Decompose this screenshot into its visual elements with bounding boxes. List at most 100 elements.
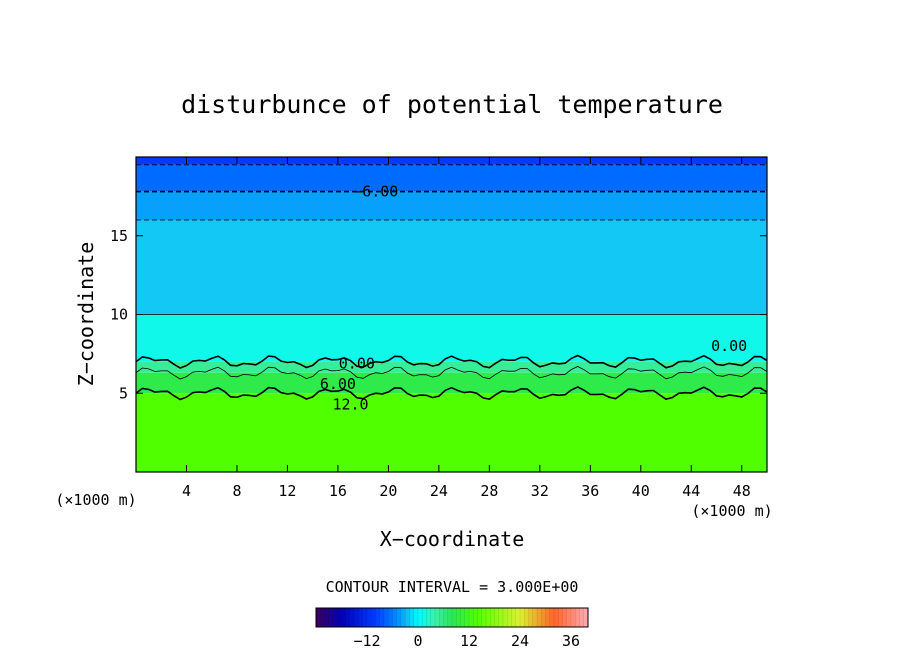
contour-label: −6.00 bbox=[353, 183, 398, 201]
x-tick-label: 36 bbox=[581, 482, 599, 500]
x-axis-label: X−coordinate bbox=[380, 527, 525, 551]
colorbar-segment bbox=[562, 607, 568, 628]
colorbar-segment bbox=[532, 607, 538, 628]
value-band bbox=[136, 393, 767, 472]
colorbar-segment bbox=[443, 607, 449, 628]
value-band bbox=[136, 164, 767, 192]
colorbar-segment bbox=[558, 607, 564, 628]
colorbar-segment bbox=[328, 607, 334, 628]
colorbar-segment bbox=[502, 607, 508, 628]
colorbar-tick-label: 0 bbox=[413, 632, 422, 650]
colorbar-segment bbox=[481, 607, 487, 628]
y-tick-label: 5 bbox=[119, 384, 128, 402]
y-tick-label: 10 bbox=[110, 306, 128, 324]
colorbar-segment bbox=[545, 607, 551, 628]
colorbar-segment bbox=[485, 607, 491, 628]
x-tick-label: 16 bbox=[329, 482, 347, 500]
value-band bbox=[136, 191, 767, 220]
colorbar-segment bbox=[426, 607, 432, 628]
colorbar-segment bbox=[456, 607, 462, 628]
y-axis-label: Z−coordinate bbox=[74, 242, 98, 387]
colorbar-segment bbox=[345, 607, 351, 628]
colorbar-ticks: −12 0 12 24 36 bbox=[353, 632, 580, 650]
colorbar-segment bbox=[417, 607, 423, 628]
colorbar-segment bbox=[400, 607, 406, 628]
colorbar-segment bbox=[570, 607, 576, 628]
colorbar-segment bbox=[422, 607, 428, 628]
colorbar-segment bbox=[519, 607, 525, 628]
y-axis-ticks: 5 10 15 bbox=[110, 227, 767, 402]
x-tick-label: 28 bbox=[480, 482, 498, 500]
colorbar-segment bbox=[341, 607, 347, 628]
colorbar-segment bbox=[396, 607, 402, 628]
colorbar-segment bbox=[362, 607, 368, 628]
colorbar-segment bbox=[379, 607, 385, 628]
x-tick-label: 8 bbox=[232, 482, 241, 500]
value-band bbox=[136, 220, 767, 315]
x-tick-label: 32 bbox=[531, 482, 549, 500]
contour-lines bbox=[136, 164, 767, 401]
x-tick-label: 20 bbox=[379, 482, 397, 500]
colorbar-segment bbox=[383, 607, 389, 628]
colorbar-segment bbox=[439, 607, 445, 628]
x-unit-right: (×1000 m) bbox=[691, 502, 772, 520]
colorbar-segment bbox=[515, 607, 521, 628]
value-band bbox=[136, 157, 767, 165]
colorbar-segment bbox=[451, 607, 457, 628]
colorbar-segment bbox=[434, 607, 440, 628]
colorbar-tick-label: 24 bbox=[511, 632, 529, 650]
colorbar-segment bbox=[320, 607, 326, 628]
colorbar-segment bbox=[409, 607, 415, 628]
colorbar-segment bbox=[468, 607, 474, 628]
contour-label: 0.00 bbox=[339, 354, 375, 372]
contour-interval-text: CONTOUR INTERVAL = 3.000E+00 bbox=[326, 578, 579, 596]
x-tick-label: 48 bbox=[733, 482, 751, 500]
colorbar-segment bbox=[413, 607, 419, 628]
colorbar bbox=[315, 607, 589, 628]
colorbar-segment bbox=[549, 607, 555, 628]
value-band bbox=[136, 314, 767, 362]
x-unit-left: (×1000 m) bbox=[55, 491, 136, 509]
contour-labels: −6.00 0.00 6.00 12.0 0.00 bbox=[320, 183, 747, 414]
plot-area bbox=[136, 157, 767, 472]
colorbar-segment bbox=[477, 607, 483, 628]
colorbar-segment bbox=[358, 607, 364, 628]
contour-label: 12.0 bbox=[332, 395, 368, 413]
colorbar-segment bbox=[392, 607, 398, 628]
colorbar-segment bbox=[528, 607, 534, 628]
colorbar-segment bbox=[524, 607, 530, 628]
chart-title: disturbunce of potential temperature bbox=[181, 90, 723, 119]
x-tick-label: 4 bbox=[182, 482, 191, 500]
colorbar-segment bbox=[473, 607, 479, 628]
x-tick-label: 24 bbox=[430, 482, 448, 500]
x-tick-label: 12 bbox=[278, 482, 296, 500]
contour-line bbox=[136, 354, 767, 369]
y-tick-label: 15 bbox=[110, 227, 128, 245]
colorbar-segment bbox=[366, 607, 372, 628]
contour-label: 0.00 bbox=[711, 337, 747, 355]
colorbar-segment bbox=[354, 607, 360, 628]
colorbar-segment bbox=[511, 607, 517, 628]
value-band bbox=[136, 372, 767, 394]
colorbar-segment bbox=[498, 607, 504, 628]
colorbar-segment bbox=[494, 607, 500, 628]
colorbar-tick-label: 36 bbox=[562, 632, 580, 650]
colorbar-segment bbox=[575, 607, 581, 628]
colorbar-segment bbox=[490, 607, 496, 628]
colorbar-frame bbox=[315, 607, 589, 628]
x-tick-label: 44 bbox=[682, 482, 700, 500]
colorbar-segment bbox=[315, 607, 321, 628]
contour-line bbox=[136, 386, 767, 401]
colorbar-segment bbox=[332, 607, 338, 628]
contour-label: 6.00 bbox=[320, 375, 356, 393]
colorbar-segment bbox=[460, 607, 466, 628]
colorbar-segment bbox=[324, 607, 330, 628]
colorbar-segment bbox=[371, 607, 377, 628]
colorbar-segment bbox=[536, 607, 542, 628]
colorbar-segment bbox=[337, 607, 343, 628]
colorbar-segment bbox=[541, 607, 547, 628]
colorbar-segment bbox=[553, 607, 559, 628]
colorbar-segment bbox=[430, 607, 436, 628]
x-axis-ticks: 4 8 12 16 20 24 28 32 36 40 44 48 bbox=[182, 157, 751, 500]
colorbar-segment bbox=[447, 607, 453, 628]
